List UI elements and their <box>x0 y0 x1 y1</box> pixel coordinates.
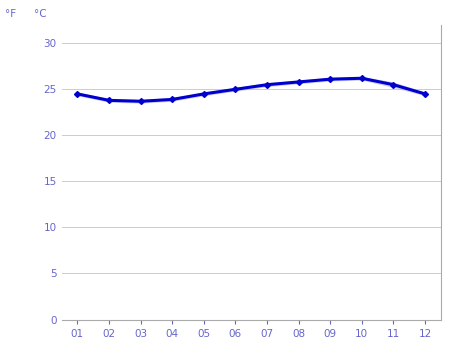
Text: °C: °C <box>35 9 47 19</box>
Text: °F: °F <box>5 9 16 19</box>
